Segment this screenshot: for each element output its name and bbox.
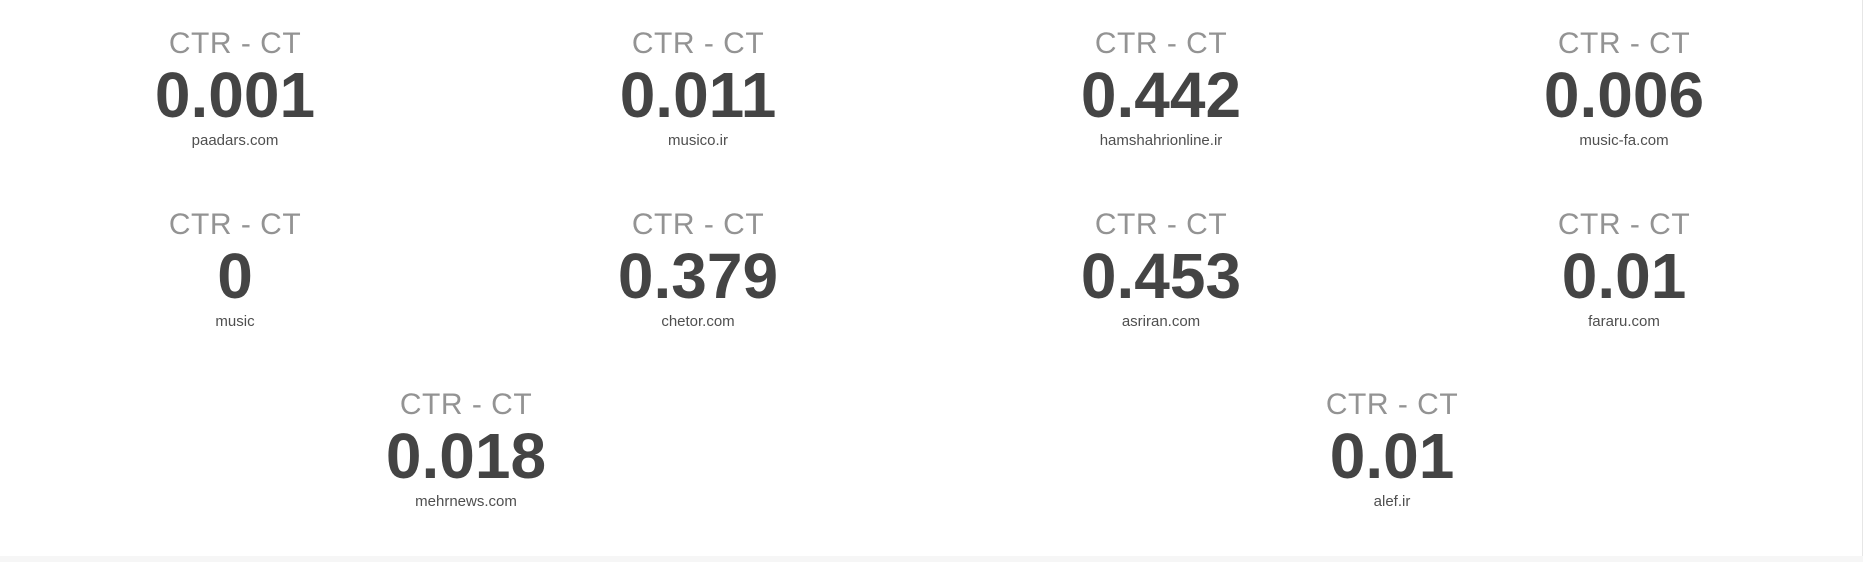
metric-card: CTR - CT 0.01 fararu.com [1474,208,1774,331]
metric-value: 0.442 [1080,59,1242,131]
metric-label: CTR - CT [168,208,302,241]
metric-value: 0.018 [385,420,547,492]
metric-value: 0.01 [1329,420,1455,492]
metric-card: CTR - CT 0.379 chetor.com [548,208,848,331]
metric-label: CTR - CT [1325,388,1459,421]
metric-site: chetor.com [661,313,735,330]
metric-site: music-fa.com [1579,132,1669,149]
metric-label: CTR - CT [631,27,765,60]
metric-card: CTR - CT 0.442 hamshahrionline.ir [1011,27,1311,150]
metric-value: 0.001 [154,59,316,131]
metric-card: CTR - CT 0.011 musico.ir [548,27,848,150]
metric-site: paadars.com [191,132,279,149]
metric-value: 0 [217,240,253,312]
metric-label: CTR - CT [1094,208,1228,241]
metric-site: alef.ir [1373,493,1411,510]
metric-label: CTR - CT [1557,208,1691,241]
metric-value: 0.01 [1561,240,1687,312]
metric-site: asriran.com [1121,313,1201,330]
metric-site: musico.ir [667,132,728,149]
metric-label: CTR - CT [631,208,765,241]
metric-site: music [215,313,255,330]
metric-card: CTR - CT 0.453 asriran.com [1011,208,1311,331]
metric-value: 0.011 [619,59,777,131]
metric-card: CTR - CT 0.001 paadars.com [85,27,385,150]
metric-card: CTR - CT 0 music [85,208,385,331]
metric-site: fararu.com [1588,313,1660,330]
metric-card: CTR - CT 0.018 mehrnews.com [316,388,616,511]
metric-label: CTR - CT [168,27,302,60]
metric-label: CTR - CT [399,388,533,421]
metric-site: mehrnews.com [415,493,517,510]
metric-value: 0.006 [1543,59,1705,131]
metric-value: 0.379 [617,240,779,312]
metric-label: CTR - CT [1557,27,1691,60]
metric-label: CTR - CT [1094,27,1228,60]
metric-site: hamshahrionline.ir [1099,132,1223,149]
metric-value: 0.453 [1080,240,1242,312]
metric-card: CTR - CT 0.01 alef.ir [1242,388,1542,511]
metric-card: CTR - CT 0.006 music-fa.com [1474,27,1774,150]
